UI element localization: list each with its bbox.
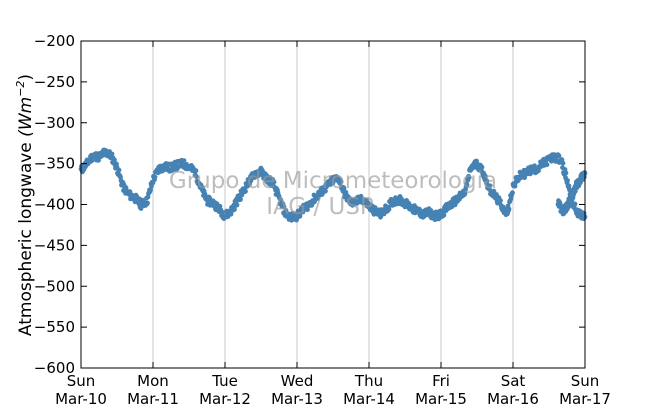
data-point xyxy=(145,200,150,206)
data-point xyxy=(243,188,248,194)
y-tick-label: −400 xyxy=(34,196,75,214)
data-point xyxy=(510,190,515,196)
x-tick-label-day: Fri xyxy=(432,372,450,390)
data-point xyxy=(109,151,115,157)
data-point xyxy=(228,211,234,217)
data-point xyxy=(152,174,158,180)
data-point xyxy=(417,206,422,212)
y-tick-label: −300 xyxy=(34,114,75,132)
y-tick-label: −200 xyxy=(34,32,75,50)
data-point xyxy=(202,192,208,197)
watermark: Grupo de Micrometeorologia IAG / USP xyxy=(169,168,497,220)
data-point xyxy=(560,160,566,166)
y-axis-label: Atmospheric longwave (Wm−2) xyxy=(14,74,36,336)
data-point xyxy=(116,167,122,173)
x-tick-label-date: Mar-12 xyxy=(199,390,251,408)
x-tick-label-date: Mar-17 xyxy=(559,390,611,408)
x-tick-label-date: Mar-16 xyxy=(487,390,539,408)
watermark-line-2: IAG / USP xyxy=(266,194,374,220)
y-tick-label: −500 xyxy=(34,277,75,295)
x-tick-label-date: Mar-11 xyxy=(127,390,179,408)
x-tick-label-date: Mar-13 xyxy=(271,390,323,408)
data-point xyxy=(341,186,347,192)
y-tick-label: −450 xyxy=(34,236,75,254)
data-point xyxy=(506,206,512,212)
data-point xyxy=(464,182,470,188)
data-point xyxy=(181,158,187,164)
x-tick-label-day: Mon xyxy=(137,372,169,390)
data-point xyxy=(566,183,572,189)
data-point xyxy=(112,157,117,163)
data-point xyxy=(572,201,578,207)
data-point xyxy=(281,204,287,210)
data-point xyxy=(193,168,199,174)
data-point xyxy=(305,207,310,213)
data-point xyxy=(441,212,447,218)
data-point xyxy=(565,178,570,183)
x-tick-label-day: Sat xyxy=(501,372,526,390)
data-point xyxy=(566,204,572,209)
data-point xyxy=(232,207,237,212)
data-point xyxy=(498,198,503,204)
x-tick-label-day: Wed xyxy=(281,372,314,390)
data-point xyxy=(532,163,537,169)
x-tick-label-day: Sun xyxy=(571,372,600,390)
data-point xyxy=(544,162,550,168)
x-tick-label-day: Thu xyxy=(354,372,383,390)
y-tick-label: −550 xyxy=(34,318,75,336)
data-point xyxy=(484,178,490,184)
data-point xyxy=(248,178,254,184)
data-point xyxy=(234,202,240,208)
data-point xyxy=(563,170,569,176)
y-tick-label: −250 xyxy=(34,73,75,91)
data-point xyxy=(386,206,392,212)
data-point xyxy=(487,183,493,189)
y-tick-label: −350 xyxy=(34,155,75,173)
x-tick-label-day: Tue xyxy=(211,372,238,390)
data-point xyxy=(462,190,468,196)
scatter-points xyxy=(78,147,588,223)
data-point xyxy=(194,174,199,180)
data-point xyxy=(297,213,303,219)
data-point xyxy=(479,164,485,170)
data-point xyxy=(238,197,243,202)
data-point xyxy=(217,203,223,209)
y-tick-label: −600 xyxy=(34,359,75,377)
data-point xyxy=(271,179,277,185)
x-tick-label-date: Mar-14 xyxy=(343,390,395,408)
grid-lines xyxy=(152,41,514,368)
data-point xyxy=(338,179,344,185)
data-point xyxy=(483,174,488,179)
data-point xyxy=(220,210,225,215)
data-point xyxy=(466,175,472,180)
data-point xyxy=(556,153,562,159)
watermark-line-1: Grupo de Micrometeorologia xyxy=(169,168,497,194)
y-axis: −200 −250 −300 −350 −400 −450 −500 −550 −600 xyxy=(34,32,585,377)
x-axis: SunMar-10MonMar-11TueMar-12WedMar-13ThuM… xyxy=(55,41,611,408)
x-tick-label-date: Mar-10 xyxy=(55,390,107,408)
x-tick-label-day: Sun xyxy=(67,372,96,390)
data-point xyxy=(283,208,289,213)
data-point xyxy=(323,188,328,194)
x-tick-label-date: Mar-15 xyxy=(415,390,467,408)
